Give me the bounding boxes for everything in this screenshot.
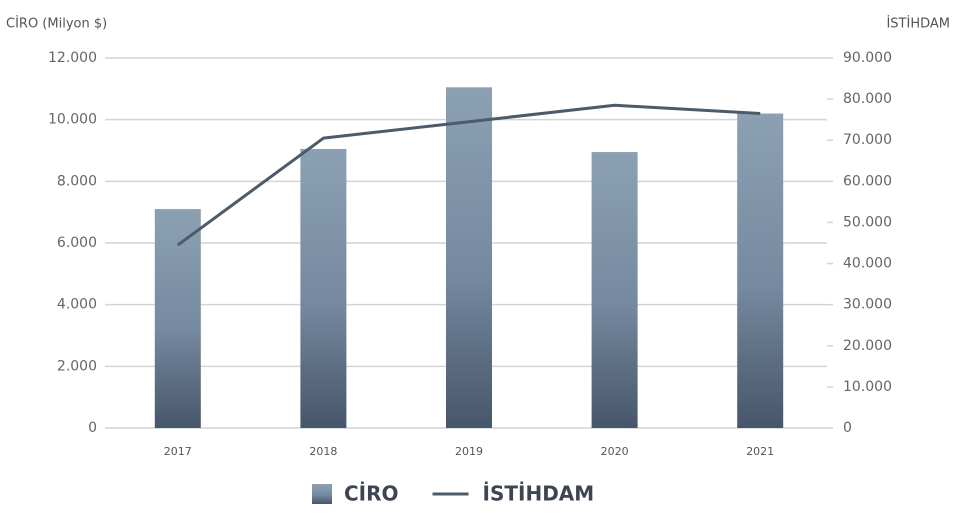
legend-swatch	[312, 484, 332, 504]
bar	[300, 148, 347, 429]
x-tick-label: 2020	[601, 445, 629, 458]
y-tick-label: 6.000	[57, 235, 97, 251]
bar	[446, 87, 492, 429]
y2-tick-label: 80.000	[843, 91, 892, 107]
bar	[154, 209, 201, 428]
y2-tick-label: 20.000	[843, 338, 892, 354]
y2-tick-label: 40.000	[843, 256, 892, 272]
y2-tick-label: 10.000	[843, 379, 892, 395]
line	[176, 103, 761, 247]
x-tick-label: 2017	[164, 445, 192, 458]
x-tick-label: 2021	[746, 445, 774, 458]
y-tick-label: 12.000	[48, 50, 97, 66]
y2-tick-label: 30.000	[843, 297, 892, 313]
x-tick-label: 2019	[455, 445, 483, 458]
y2-axis-title: İSTİHDAM	[886, 16, 950, 32]
y2-tick-label: 60.000	[843, 173, 892, 189]
bar	[591, 152, 638, 428]
y-axis-title: CİRO (Milyon $)	[6, 16, 107, 32]
y-tick-label: 4.000	[57, 297, 97, 313]
y2-tick-label: 90.000	[843, 50, 892, 66]
x-tick-label: 2018	[309, 445, 337, 458]
legend-label: İSTİHDAM	[483, 482, 595, 506]
y2-tick-label: 0	[843, 420, 852, 436]
y-tick-label: 10.000	[48, 112, 97, 128]
bar	[737, 113, 784, 428]
y-tick-label: 0	[88, 420, 97, 436]
y-tick-label: 8.000	[57, 173, 97, 189]
y-tick-label: 2.000	[57, 358, 97, 374]
legend-label: CİRO	[344, 482, 399, 506]
y2-tick-label: 70.000	[843, 132, 892, 148]
y2-tick-label: 50.000	[843, 214, 892, 230]
